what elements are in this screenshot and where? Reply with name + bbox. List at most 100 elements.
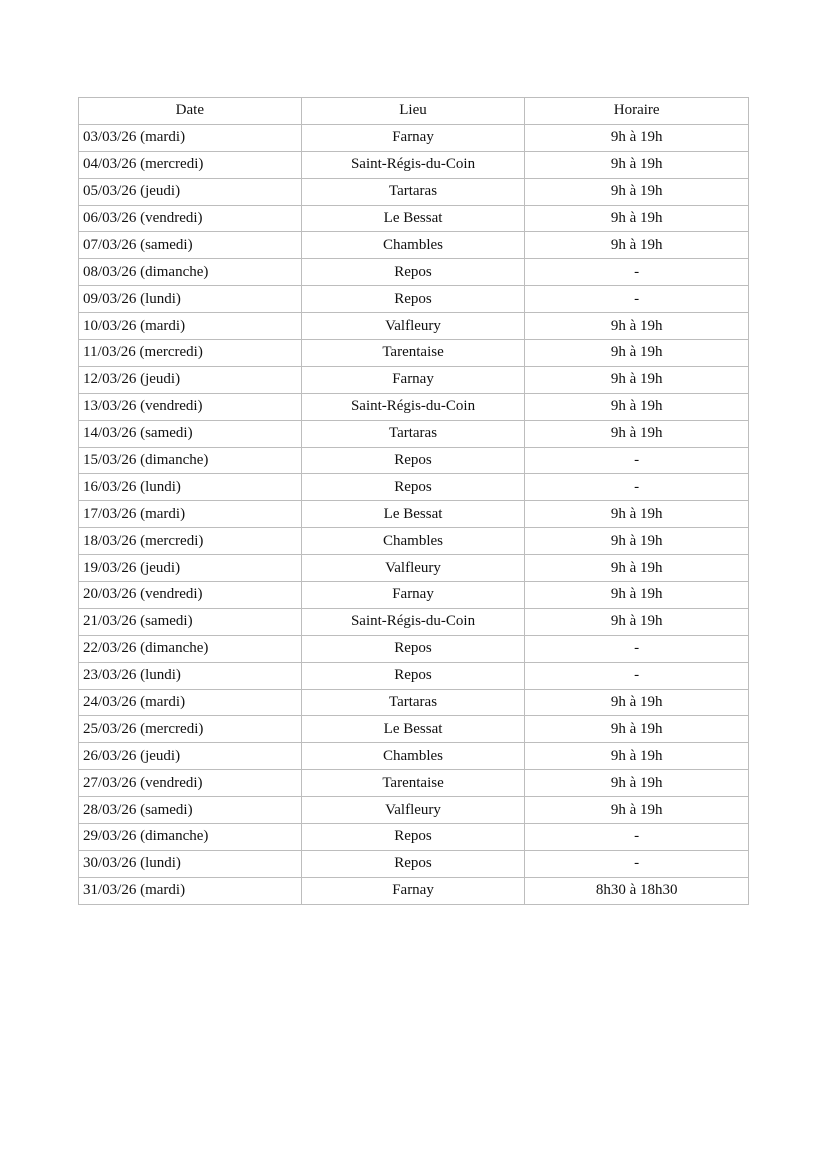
cell-horaire: 9h à 19h: [524, 204, 749, 233]
header-date: Date: [78, 97, 302, 125]
table-row: 04/03/26 (mercredi) Saint-Régis-du-Coin 9h…: [78, 150, 749, 179]
cell-date: 14/03/26 (samedi): [78, 419, 302, 448]
cell-horaire: 9h à 19h: [524, 231, 749, 260]
cell-horaire: 9h à 19h: [524, 715, 749, 744]
cell-horaire: 9h à 19h: [524, 123, 749, 152]
table-row: 18/03/26 (mercredi) Chambles 9h à 19h: [78, 527, 749, 556]
table-row: 19/03/26 (jeudi) Valfleury 9h à 19h: [78, 554, 749, 583]
cell-lieu: Repos: [300, 823, 526, 851]
cell-date: 26/03/26 (jeudi): [78, 742, 302, 771]
cell-lieu: Tartaras: [300, 419, 526, 448]
cell-horaire: -: [524, 285, 749, 314]
cell-date: 19/03/26 (jeudi): [78, 554, 302, 583]
cell-horaire: 9h à 19h: [524, 581, 749, 609]
table-row: 23/03/26 (lundi) Repos -: [78, 661, 749, 690]
cell-date: 07/03/26 (samedi): [78, 231, 302, 260]
cell-lieu: Repos: [300, 634, 526, 663]
cell-horaire: 9h à 19h: [524, 527, 749, 556]
cell-lieu: Farnay: [300, 365, 526, 394]
cell-horaire: 8h30 à 18h30: [524, 876, 749, 905]
table-row: 12/03/26 (jeudi) Farnay 9h à 19h: [78, 365, 749, 394]
schedule-table: Date Lieu Horaire 03/03/26 (mardi) Farnay…: [78, 97, 749, 905]
cell-lieu: Saint-Régis-du-Coin: [300, 150, 526, 179]
cell-date: 04/03/26 (mercredi): [78, 150, 302, 179]
cell-lieu: Saint-Régis-du-Coin: [300, 392, 526, 421]
header-lieu: Lieu: [300, 97, 526, 125]
cell-lieu: Chambles: [300, 231, 526, 260]
cell-lieu: Valfleury: [300, 796, 526, 825]
cell-lieu: Repos: [300, 446, 526, 475]
cell-lieu: Repos: [300, 661, 526, 690]
cell-date: 06/03/26 (vendredi): [78, 204, 302, 233]
cell-horaire: 9h à 19h: [524, 796, 749, 825]
cell-horaire: 9h à 19h: [524, 742, 749, 771]
table-row: 16/03/26 (lundi) Repos -: [78, 473, 749, 502]
cell-lieu: Saint-Régis-du-Coin: [300, 607, 526, 636]
table-row: 11/03/26 (mercredi) Tarentaise 9h à 19h: [78, 339, 749, 367]
cell-horaire: 9h à 19h: [524, 769, 749, 798]
table-row: 17/03/26 (mardi) Le Bessat 9h à 19h: [78, 500, 749, 529]
cell-horaire: 9h à 19h: [524, 339, 749, 367]
cell-date: 30/03/26 (lundi): [78, 849, 302, 878]
cell-horaire: 9h à 19h: [524, 150, 749, 179]
cell-date: 18/03/26 (mercredi): [78, 527, 302, 556]
cell-date: 24/03/26 (mardi): [78, 688, 302, 717]
cell-lieu: Repos: [300, 285, 526, 314]
cell-lieu: Tarentaise: [300, 339, 526, 367]
cell-lieu: Tartaras: [300, 688, 526, 717]
cell-lieu: Valfleury: [300, 554, 526, 583]
table-row: 29/03/26 (dimanche) Repos -: [78, 823, 749, 851]
cell-date: 22/03/26 (dimanche): [78, 634, 302, 663]
table-row: 06/03/26 (vendredi) Le Bessat 9h à 19h: [78, 204, 749, 233]
table-row: 09/03/26 (lundi) Repos -: [78, 285, 749, 314]
cell-horaire: 9h à 19h: [524, 177, 749, 206]
table-row: 07/03/26 (samedi) Chambles 9h à 19h: [78, 231, 749, 260]
table-row: 03/03/26 (mardi) Farnay 9h à 19h: [78, 123, 749, 152]
cell-date: 16/03/26 (lundi): [78, 473, 302, 502]
cell-date: 08/03/26 (dimanche): [78, 258, 302, 287]
cell-date: 29/03/26 (dimanche): [78, 823, 302, 851]
cell-horaire: 9h à 19h: [524, 419, 749, 448]
cell-horaire: 9h à 19h: [524, 365, 749, 394]
cell-horaire: 9h à 19h: [524, 312, 749, 341]
cell-lieu: Farnay: [300, 123, 526, 152]
table-row: 20/03/26 (vendredi) Farnay 9h à 19h: [78, 581, 749, 609]
cell-horaire: -: [524, 446, 749, 475]
cell-date: 20/03/26 (vendredi): [78, 581, 302, 609]
table-row: 27/03/26 (vendredi) Tarentaise 9h à 19h: [78, 769, 749, 798]
cell-horaire: 9h à 19h: [524, 607, 749, 636]
cell-lieu: Tartaras: [300, 177, 526, 206]
cell-horaire: -: [524, 634, 749, 663]
cell-horaire: -: [524, 849, 749, 878]
table-row: 26/03/26 (jeudi) Chambles 9h à 19h: [78, 742, 749, 771]
cell-date: 10/03/26 (mardi): [78, 312, 302, 341]
table-row: 13/03/26 (vendredi) Saint-Régis-du-Coin 9h…: [78, 392, 749, 421]
cell-date: 28/03/26 (samedi): [78, 796, 302, 825]
cell-date: 15/03/26 (dimanche): [78, 446, 302, 475]
cell-horaire: -: [524, 258, 749, 287]
table-row: 22/03/26 (dimanche) Repos -: [78, 634, 749, 663]
cell-lieu: Repos: [300, 258, 526, 287]
cell-lieu: Farnay: [300, 876, 526, 905]
cell-lieu: Le Bessat: [300, 204, 526, 233]
cell-date: 21/03/26 (samedi): [78, 607, 302, 636]
cell-date: 12/03/26 (jeudi): [78, 365, 302, 394]
cell-lieu: Repos: [300, 473, 526, 502]
cell-lieu: Repos: [300, 849, 526, 878]
table-row: 05/03/26 (jeudi) Tartaras 9h à 19h: [78, 177, 749, 206]
header-horaire: Horaire: [524, 97, 749, 125]
cell-horaire: 9h à 19h: [524, 500, 749, 529]
cell-date: 27/03/26 (vendredi): [78, 769, 302, 798]
cell-lieu: Le Bessat: [300, 500, 526, 529]
cell-lieu: Chambles: [300, 527, 526, 556]
cell-date: 05/03/26 (jeudi): [78, 177, 302, 206]
cell-date: 23/03/26 (lundi): [78, 661, 302, 690]
table-row: 24/03/26 (mardi) Tartaras 9h à 19h: [78, 688, 749, 717]
cell-horaire: -: [524, 823, 749, 851]
cell-lieu: Le Bessat: [300, 715, 526, 744]
table-row: 14/03/26 (samedi) Tartaras 9h à 19h: [78, 419, 749, 448]
cell-date: 25/03/26 (mercredi): [78, 715, 302, 744]
table-row: 21/03/26 (samedi) Saint-Régis-du-Coin 9h à…: [78, 607, 749, 636]
cell-lieu: Tarentaise: [300, 769, 526, 798]
cell-date: 11/03/26 (mercredi): [78, 339, 302, 367]
